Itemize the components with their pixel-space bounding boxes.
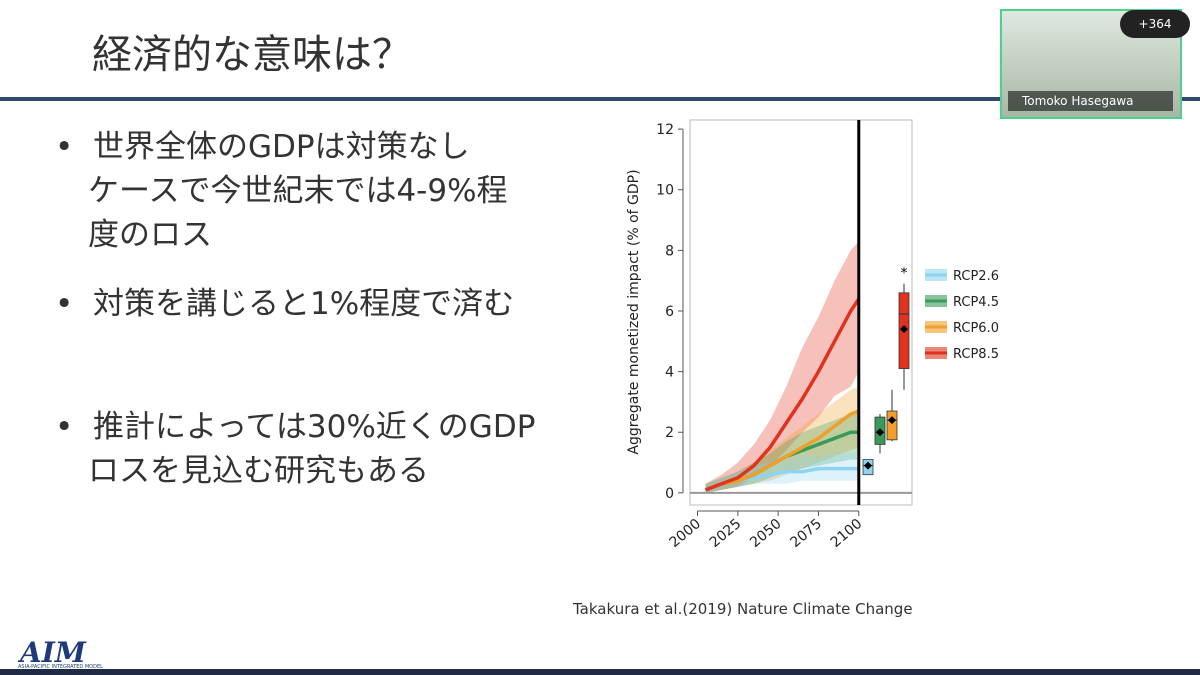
plot-frame [689, 119, 913, 506]
legend-label: RCP8.5 [953, 347, 999, 362]
x-tick-label: 2100 [828, 516, 866, 551]
box-mean [864, 461, 872, 470]
box-mean [900, 325, 908, 334]
bullet: • 推計によっては30%近くのGDP [55, 409, 536, 445]
participant-name: Tomoko Hasegawa [1008, 91, 1173, 111]
bullet-text: 世界全体のGDPは対策なし [93, 129, 470, 165]
bullet-text: 推計によっては30%近くのGDP [93, 409, 536, 445]
significance-mark: * [901, 266, 908, 282]
x-tick-label: 2025 [707, 516, 745, 551]
bullet-text: ケースで今世紀末では4-9%程 [88, 173, 508, 209]
title-rule [0, 97, 1200, 101]
footer-bar [0, 669, 1200, 675]
bullet-text: 対策を講じると1%程度で済む [93, 286, 515, 322]
uncertainty-band [705, 241, 859, 493]
box-mean [888, 416, 896, 425]
x-tick-label: 2000 [666, 516, 704, 551]
y-tick-label: 8 [665, 243, 674, 259]
y-tick-label: 10 [656, 183, 674, 199]
bullet-text: 度のロス [88, 217, 212, 253]
bullet: • 対策を講じると1%程度で済む [55, 286, 515, 322]
bullet-text: ロスを見込む研究もある [88, 453, 429, 489]
y-tick-label: 0 [665, 486, 674, 502]
y-tick-label: 2 [665, 425, 674, 441]
slide-title: 経済的な意味は？ [92, 32, 412, 78]
y-tick-label: 4 [665, 365, 674, 381]
series-line [704, 409, 860, 492]
bullet: • 世界全体のGDPは対策なし [55, 129, 470, 165]
participant-count[interactable]: +364 [1120, 10, 1190, 38]
legend-label: RCP2.6 [953, 269, 999, 284]
legend-label: RCP6.0 [953, 321, 999, 336]
legend-label: RCP4.5 [953, 295, 999, 310]
x-tick-label: 2075 [787, 516, 825, 551]
logo: AIM [20, 636, 86, 669]
box-mean [876, 428, 884, 437]
y-axis-label: Aggregate monetized impact (% of GDP) [626, 169, 642, 454]
x-tick-label: 2050 [747, 516, 785, 551]
series-line [704, 297, 861, 492]
y-tick-label: 12 [656, 122, 674, 138]
y-tick-label: 6 [665, 304, 674, 320]
uncertainty-band [705, 386, 859, 493]
logo-subtitle: ASIA-PACIFIC INTEGRATED MODEL [18, 664, 103, 670]
citation: Takakura et al.(2019) Nature Climate Cha… [573, 600, 913, 618]
box [886, 410, 898, 441]
